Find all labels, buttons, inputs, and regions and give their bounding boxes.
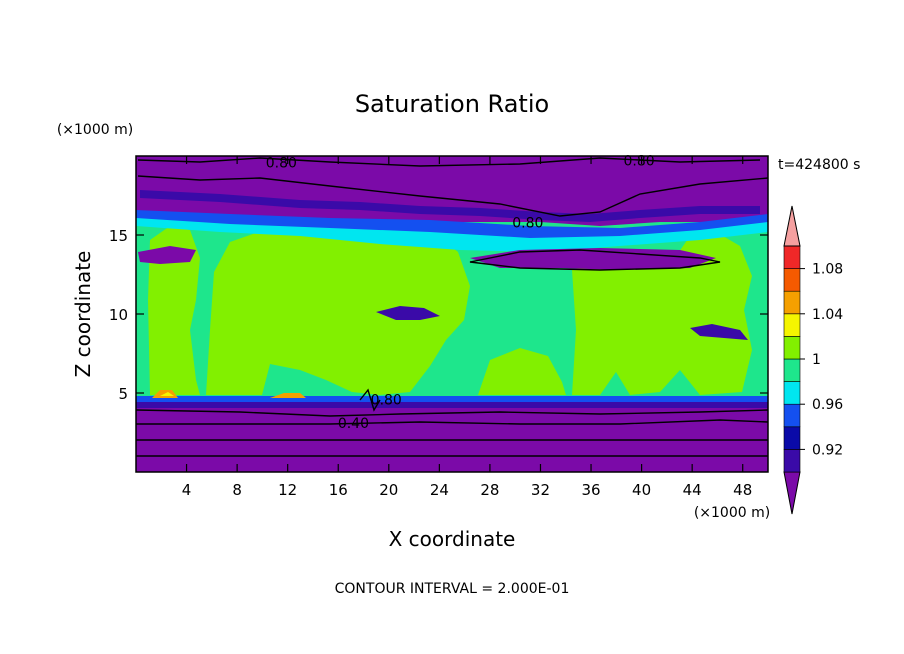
y-axis-label: Z coordinate [71, 251, 95, 378]
colorbar-tick-label: 1.04 [812, 307, 843, 323]
x-tick-label: 36 [581, 481, 600, 499]
plot-area: 0.80 0.800.800.800.40 4 8 12 16 20 24 28 32 36 40 4… [109, 154, 769, 499]
contour-upper-1 [137, 157, 761, 167]
contour-upper-2 [137, 175, 769, 217]
field-mid-dry-pocket [470, 248, 716, 270]
contour-label: 0.80 [266, 155, 297, 171]
field-small-orange-patch-2 [270, 393, 306, 398]
colorbar-segment [783, 313, 801, 337]
x-ticks: 4 8 12 16 20 24 28 32 36 40 44 48 [182, 156, 752, 499]
colorbar-over-arrow [783, 205, 801, 247]
colorbar-segment [783, 358, 801, 382]
x-tick-label: 12 [278, 481, 297, 499]
field-left-dry-pocket [138, 246, 196, 264]
colorbar-tick-label: 1.08 [812, 262, 843, 278]
x-tick-label: 28 [480, 481, 499, 499]
colorbar-segment [783, 290, 801, 315]
colorbar-segment [783, 426, 801, 450]
colorbar-segment [783, 245, 801, 269]
y-tick-label: 15 [109, 227, 128, 245]
colorbar: 0.92 0.96 1 1.04 1.08 [783, 205, 843, 515]
x-tick-label: 48 [733, 481, 752, 499]
contour-blip [359, 388, 381, 412]
y-unit-label: (×1000 m) [57, 122, 133, 138]
x-tick-label: 20 [379, 481, 398, 499]
x-tick-label: 32 [531, 481, 550, 499]
y-ticks: 5 10 15 [109, 227, 768, 403]
field-cloud-base-indigo [136, 402, 768, 408]
x-tick-label: 44 [683, 481, 702, 499]
field-cloud-base-blue [136, 396, 768, 402]
contour-mid-1 [469, 249, 721, 271]
colorbar-tick-label: 0.92 [812, 442, 843, 458]
x-axis-label: X coordinate [389, 527, 516, 551]
contour-label: 0.80 [623, 154, 654, 170]
colorbar-segment [783, 449, 801, 473]
contour-labels: 0.80 0.800.800.800.40 [266, 154, 655, 432]
field-region-100-center [206, 226, 470, 395]
field-region-100-left [148, 226, 200, 395]
contour-lines [135, 157, 769, 457]
x-unit-label: (×1000 m) [694, 505, 770, 521]
contour-label: 0.80 [512, 215, 543, 231]
colorbar-under-arrow [783, 471, 801, 515]
colorbar-tick-label: 1 [812, 352, 821, 368]
field-small-yellow-patch [160, 392, 174, 396]
y-tick-label: 5 [118, 385, 128, 403]
time-label: t=424800 s [778, 157, 860, 173]
contour-label: 0.40 [338, 416, 369, 432]
colorbar-segment [783, 403, 801, 428]
field-upper-dry-layer [136, 156, 768, 226]
field-upper-indigo-streak [140, 190, 760, 222]
contour-label: 0.80 [371, 392, 402, 408]
colorbar-segment [783, 268, 801, 292]
field-region-100-mid [478, 348, 566, 395]
contour-lower-1 [135, 409, 769, 417]
colorbar-segment [783, 381, 801, 405]
field-region-100-right [572, 232, 752, 395]
x-tick-label: 24 [430, 481, 449, 499]
field-center-dry-streak [376, 306, 440, 320]
x-tick-label: 8 [232, 481, 242, 499]
contour-lower-2 [136, 419, 769, 425]
x-tick-label: 16 [329, 481, 348, 499]
field-upper-blue-band [136, 210, 768, 238]
y-tick-label: 10 [109, 306, 128, 324]
contour-interval-note: CONTOUR INTERVAL = 2.000E-01 [335, 581, 570, 597]
field-right-dry-streak [690, 324, 748, 340]
x-tick-label: 4 [182, 481, 192, 499]
colorbar-tick-label: 0.96 [812, 397, 843, 413]
x-tick-label: 40 [632, 481, 651, 499]
chart-title: Saturation Ratio [355, 90, 549, 118]
colorbar-segment [783, 336, 801, 360]
